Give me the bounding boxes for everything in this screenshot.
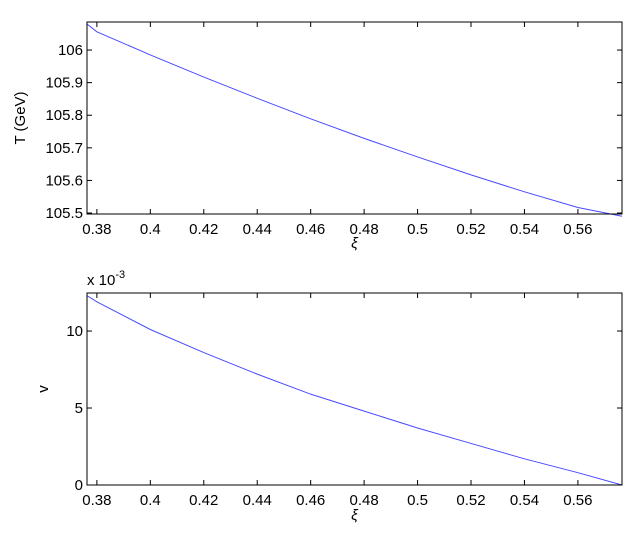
x-tick-label: 0.56	[563, 492, 592, 509]
y-tick-label: 105.6	[45, 172, 83, 189]
y-tick-label: 105.7	[45, 140, 83, 157]
multiplier-base: x 10	[87, 272, 115, 289]
y-tick-label: 105.8	[45, 107, 83, 124]
y-tick-label: 105.5	[45, 205, 83, 222]
axis-multiplier: x 10-3	[87, 269, 125, 289]
x-tick-label: 0.46	[296, 492, 325, 509]
x-tick-label: 0.54	[510, 492, 539, 509]
x-tick-label: 0.54	[510, 221, 539, 238]
y-tick-label: 5	[75, 400, 83, 417]
axes-box	[86, 292, 623, 486]
y-axis-label: T (GeV)	[12, 91, 29, 144]
y-tick-label: 105.9	[45, 75, 83, 92]
y-tick-label: 106	[58, 42, 83, 59]
x-axis-label: ξ	[351, 235, 359, 252]
x-tick-label: 0.38	[82, 492, 111, 509]
y-tick-label: 0	[75, 477, 83, 494]
x-tick-label: 0.48	[350, 221, 379, 238]
y-tick-label: 10	[66, 323, 83, 340]
x-tick-label: 0.52	[456, 492, 485, 509]
x-tick-label: 0.42	[189, 221, 218, 238]
multiplier-exponent: -3	[115, 269, 125, 281]
x-tick-label: 0.4	[140, 221, 161, 238]
data-line	[86, 23, 623, 217]
y-axis-label: v	[35, 385, 52, 393]
x-tick-label: 0.4	[140, 492, 161, 509]
x-tick-label: 0.44	[243, 221, 272, 238]
x-tick-label: 0.46	[296, 221, 325, 238]
x-tick-label: 0.38	[82, 221, 111, 238]
x-tick-label: 0.5	[407, 492, 428, 509]
x-tick-label: 0.56	[563, 221, 592, 238]
x-tick-label: 0.48	[350, 492, 379, 509]
x-tick-label: 0.42	[189, 492, 218, 509]
x-tick-label: 0.52	[456, 221, 485, 238]
axes-box	[86, 21, 623, 215]
data-line	[86, 295, 623, 486]
x-axis-label: ξ	[351, 507, 359, 524]
x-tick-label: 0.44	[243, 492, 272, 509]
x-tick-label: 0.5	[407, 221, 428, 238]
